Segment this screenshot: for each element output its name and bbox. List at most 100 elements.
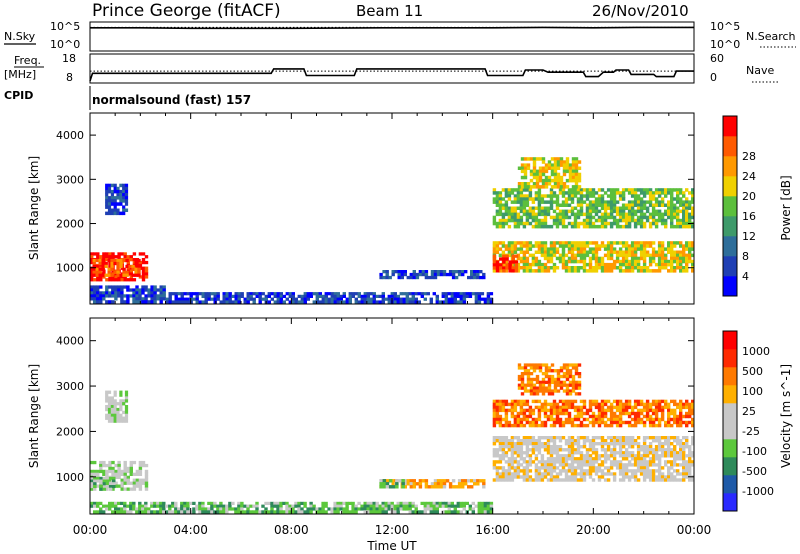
power-cell-4 [418,272,423,277]
velocity-cell-5 [528,442,533,446]
power-cell-7 [576,203,581,207]
power-colorbar-tick: 20 [742,190,756,203]
power-cell-5 [537,241,542,245]
power-cell-0 [114,272,118,276]
power-cell-7 [582,194,587,198]
velocity-cell-6 [670,408,674,413]
velocity-cell-6 [630,405,635,410]
power-cell-7 [688,191,692,195]
velocity-cell-5 [504,478,509,482]
velocity-cell-6 [495,411,500,416]
power-cell-3 [354,297,358,301]
velocity-cell-8 [116,407,120,412]
power-cell-7 [685,206,689,210]
power-cell-3 [441,294,445,298]
velocity-cell-2 [264,501,268,505]
velocity-cell-5 [537,451,542,455]
power-cell-8 [544,166,549,170]
velocity-cell-5 [657,442,662,446]
velocity-cell-5 [670,478,674,482]
velocity-cell-8 [124,419,129,423]
power-cell-5 [597,256,602,261]
power-cell-2 [123,285,127,289]
power-cell-0 [99,275,103,279]
velocity-cell-5 [579,436,584,440]
power-cell-7 [528,206,533,210]
velocity-cell-5 [600,439,605,443]
velocity-cell-4 [382,485,387,489]
power-cell-5 [561,259,566,264]
velocity-cell-0 [129,460,133,465]
velocity-cell-5 [552,442,557,446]
power-cell-7 [531,224,536,229]
power-cell-7 [612,206,617,210]
velocity-cell-0 [102,484,106,488]
velocity-cell-7 [565,386,570,390]
power-cell-7 [513,197,518,201]
power-cell-7 [630,203,635,207]
power-cell-5 [618,259,623,264]
power-cell-3 [324,294,328,298]
power-cell-7 [576,209,581,214]
velocity-cell-1 [108,485,113,489]
power-colorbar-tick: 4 [742,270,749,283]
velocity-cell-5 [507,475,512,479]
power-cell-8 [571,160,576,164]
velocity-cell-5 [537,442,542,446]
power-cell-3 [387,294,391,298]
velocity-cell-5 [576,439,581,443]
power-cell-5 [528,241,533,245]
velocity-cell-3 [403,485,407,489]
power-cell-3 [357,294,361,298]
velocity-cell-6 [615,420,620,425]
power-cell-7 [660,212,665,217]
power-cell-0 [129,266,133,270]
velocity-cell-2 [147,507,151,511]
velocity-cell-0 [129,487,133,491]
velocity-cell-2 [366,501,370,505]
velocity-cell-6 [612,405,617,410]
power-cell-5 [606,247,611,251]
power-cell-6 [514,260,519,264]
power-cell-7 [537,200,542,204]
velocity-cell-5 [546,466,551,470]
velocity-cell-6 [682,405,686,410]
power-cell-7 [579,203,584,207]
power-cell-0 [96,255,100,259]
power-cell-0 [90,258,94,262]
velocity-cell-5 [558,439,563,443]
power-cell-5 [682,244,686,248]
velocity-cell-2 [444,501,448,505]
power-cell-7 [642,203,647,207]
velocity-cell-2 [432,507,436,511]
velocity-cell-5 [534,478,539,482]
power-cell-5 [691,262,695,267]
power-cell-1 [95,273,99,277]
power-cell-7 [498,206,503,210]
velocity-cell-5 [573,442,578,446]
power-cell-5 [645,266,650,270]
velocity-cell-2 [396,507,400,511]
velocity-cell-6 [564,405,569,410]
velocity-cell-4 [382,482,387,486]
power-cell-7 [664,218,668,223]
velocity-cell-6 [642,414,647,419]
velocity-cell-7 [532,369,537,373]
velocity-cell-5 [624,448,629,452]
velocity-cell-6 [510,399,515,404]
velocity-cell-6 [519,417,524,422]
velocity-cell-5 [664,463,668,467]
power-cell-4 [454,270,459,274]
power-cell-7 [606,200,611,204]
power-cell-5 [549,256,554,261]
power-cell-0 [114,278,118,282]
power-cell-0 [111,252,115,256]
velocity-cell-2 [159,504,163,508]
power-cell-0 [108,252,112,256]
power-cell-7 [667,206,671,210]
velocity-cell-6 [651,402,656,407]
velocity-cell-5 [576,436,581,440]
power-cell-7 [594,191,599,195]
velocity-cell-7 [529,363,534,367]
power-cell-7 [564,197,569,201]
